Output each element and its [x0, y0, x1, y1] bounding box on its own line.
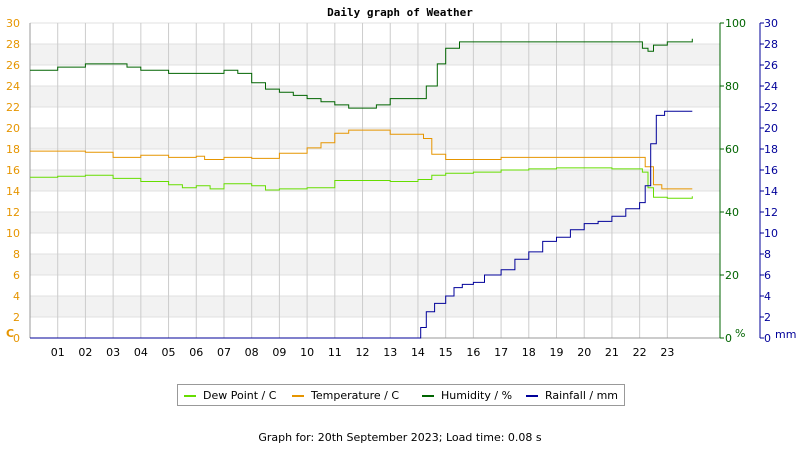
x-axis-ticks: 01 02 03 04 05 06 07 08 09 10 11 12 13 14 15 16 17 18 19 20…: [51, 346, 675, 359]
x-tick-label: 09: [272, 346, 286, 359]
rain-tick-label: 10: [764, 227, 778, 240]
legend-label-humidity: Humidity / %: [441, 389, 513, 402]
x-tick-label: 17: [494, 346, 508, 359]
x-tick-label: 01: [51, 346, 65, 359]
plot-band: [30, 212, 720, 233]
legend: Dew Point / C Temperature / C Humidity /…: [177, 384, 625, 406]
x-tick-label: 14: [411, 346, 425, 359]
humidity-axis-unit: %: [735, 327, 745, 340]
rain-tick-label: 14: [764, 185, 778, 198]
series-line-temperature: [30, 129, 693, 190]
legend-swatch-rainfall: [526, 395, 538, 397]
rain-axis-unit: mm: [775, 328, 796, 341]
humidity-tick-label: 40: [725, 206, 739, 219]
legend-label-temperature: Temperature / C: [311, 389, 400, 402]
left-tick-label: 12: [6, 206, 20, 219]
x-tick-label: 20: [577, 346, 591, 359]
rain-tick-label: 24: [764, 80, 778, 93]
plot-band: [30, 296, 720, 317]
rain-tick-label: 16: [764, 164, 778, 177]
x-tick-label: 23: [660, 346, 674, 359]
legend-label-dew-point: Dew Point / C: [203, 389, 277, 402]
rain-tick-label: 18: [764, 143, 778, 156]
left-tick-label: 0: [13, 332, 20, 345]
rain-tick-label: 22: [764, 101, 778, 114]
left-tick-label: 4: [13, 290, 20, 303]
humidity-tick-label: 60: [725, 143, 739, 156]
legend-item-temperature: Temperature / C: [292, 389, 399, 403]
humidity-tick-label: 100: [725, 17, 746, 30]
series-line-dew: [30, 167, 693, 199]
left-tick-label: 22: [6, 101, 20, 114]
humidity-tick-label: 0: [725, 332, 732, 345]
left-tick-label: 28: [6, 38, 20, 51]
x-tick-label: 11: [328, 346, 342, 359]
rain-tick-label: 4: [764, 290, 771, 303]
legend-item-dew-point: Dew Point / C: [184, 389, 276, 403]
x-tick-label: 18: [522, 346, 536, 359]
humidity-axis-ticks: 0 20 40 60 80 100: [720, 17, 746, 345]
x-tick-label: 08: [245, 346, 259, 359]
rain-tick-label: 30: [764, 17, 778, 30]
plot-band: [30, 86, 720, 107]
left-tick-label: 10: [6, 227, 20, 240]
rain-tick-label: 26: [764, 59, 778, 72]
series-lines: [30, 38, 693, 339]
left-tick-label: 2: [13, 311, 20, 324]
rain-tick-label: 6: [764, 269, 771, 282]
footer-text: Graph for: 20th September 2023; Load tim…: [258, 431, 542, 444]
x-tick-label: 04: [134, 346, 148, 359]
x-tick-label: 21: [605, 346, 619, 359]
left-tick-label: 18: [6, 143, 20, 156]
left-tick-label: 20: [6, 122, 20, 135]
plot-band: [30, 44, 720, 65]
x-tick-label: 06: [189, 346, 203, 359]
x-tick-label: 12: [356, 346, 370, 359]
x-tick-label: 19: [550, 346, 564, 359]
legend-swatch-temperature: [292, 395, 304, 397]
series-line-humidity: [30, 38, 693, 109]
rain-tick-label: 28: [764, 38, 778, 51]
rain-tick-label: 0: [764, 332, 771, 345]
chart-title: Daily graph of Weather: [327, 6, 473, 19]
left-tick-label: 16: [6, 164, 20, 177]
humidity-tick-label: 20: [725, 269, 739, 282]
left-tick-label: 30: [6, 17, 20, 30]
left-tick-label: 24: [6, 80, 20, 93]
x-tick-label: 13: [383, 346, 397, 359]
left-axis-unit: C: [6, 327, 14, 340]
left-tick-label: 8: [13, 248, 20, 261]
plot-band: [30, 128, 720, 149]
x-tick-label: 22: [633, 346, 647, 359]
humidity-tick-label: 80: [725, 80, 739, 93]
plot-band: [30, 254, 720, 275]
legend-item-rainfall: Rainfall / mm: [526, 389, 618, 403]
x-tick-label: 03: [106, 346, 120, 359]
rain-tick-label: 20: [764, 122, 778, 135]
legend-swatch-dew-point: [184, 395, 196, 397]
x-tick-label: 16: [466, 346, 480, 359]
rain-tick-label: 8: [764, 248, 771, 261]
series-line-rainfall: [30, 110, 693, 339]
rain-tick-label: 12: [764, 206, 778, 219]
left-tick-label: 14: [6, 185, 20, 198]
rain-tick-label: 2: [764, 311, 771, 324]
left-tick-label: 26: [6, 59, 20, 72]
legend-swatch-humidity: [422, 395, 434, 397]
x-tick-label: 15: [439, 346, 453, 359]
left-tick-label: 6: [13, 269, 20, 282]
x-tick-label: 07: [217, 346, 231, 359]
legend-label-rainfall: Rainfall / mm: [545, 389, 619, 402]
x-tick-label: 10: [300, 346, 314, 359]
x-tick-label: 02: [78, 346, 92, 359]
x-tick-label: 05: [162, 346, 176, 359]
legend-item-humidity: Humidity / %: [422, 389, 512, 403]
